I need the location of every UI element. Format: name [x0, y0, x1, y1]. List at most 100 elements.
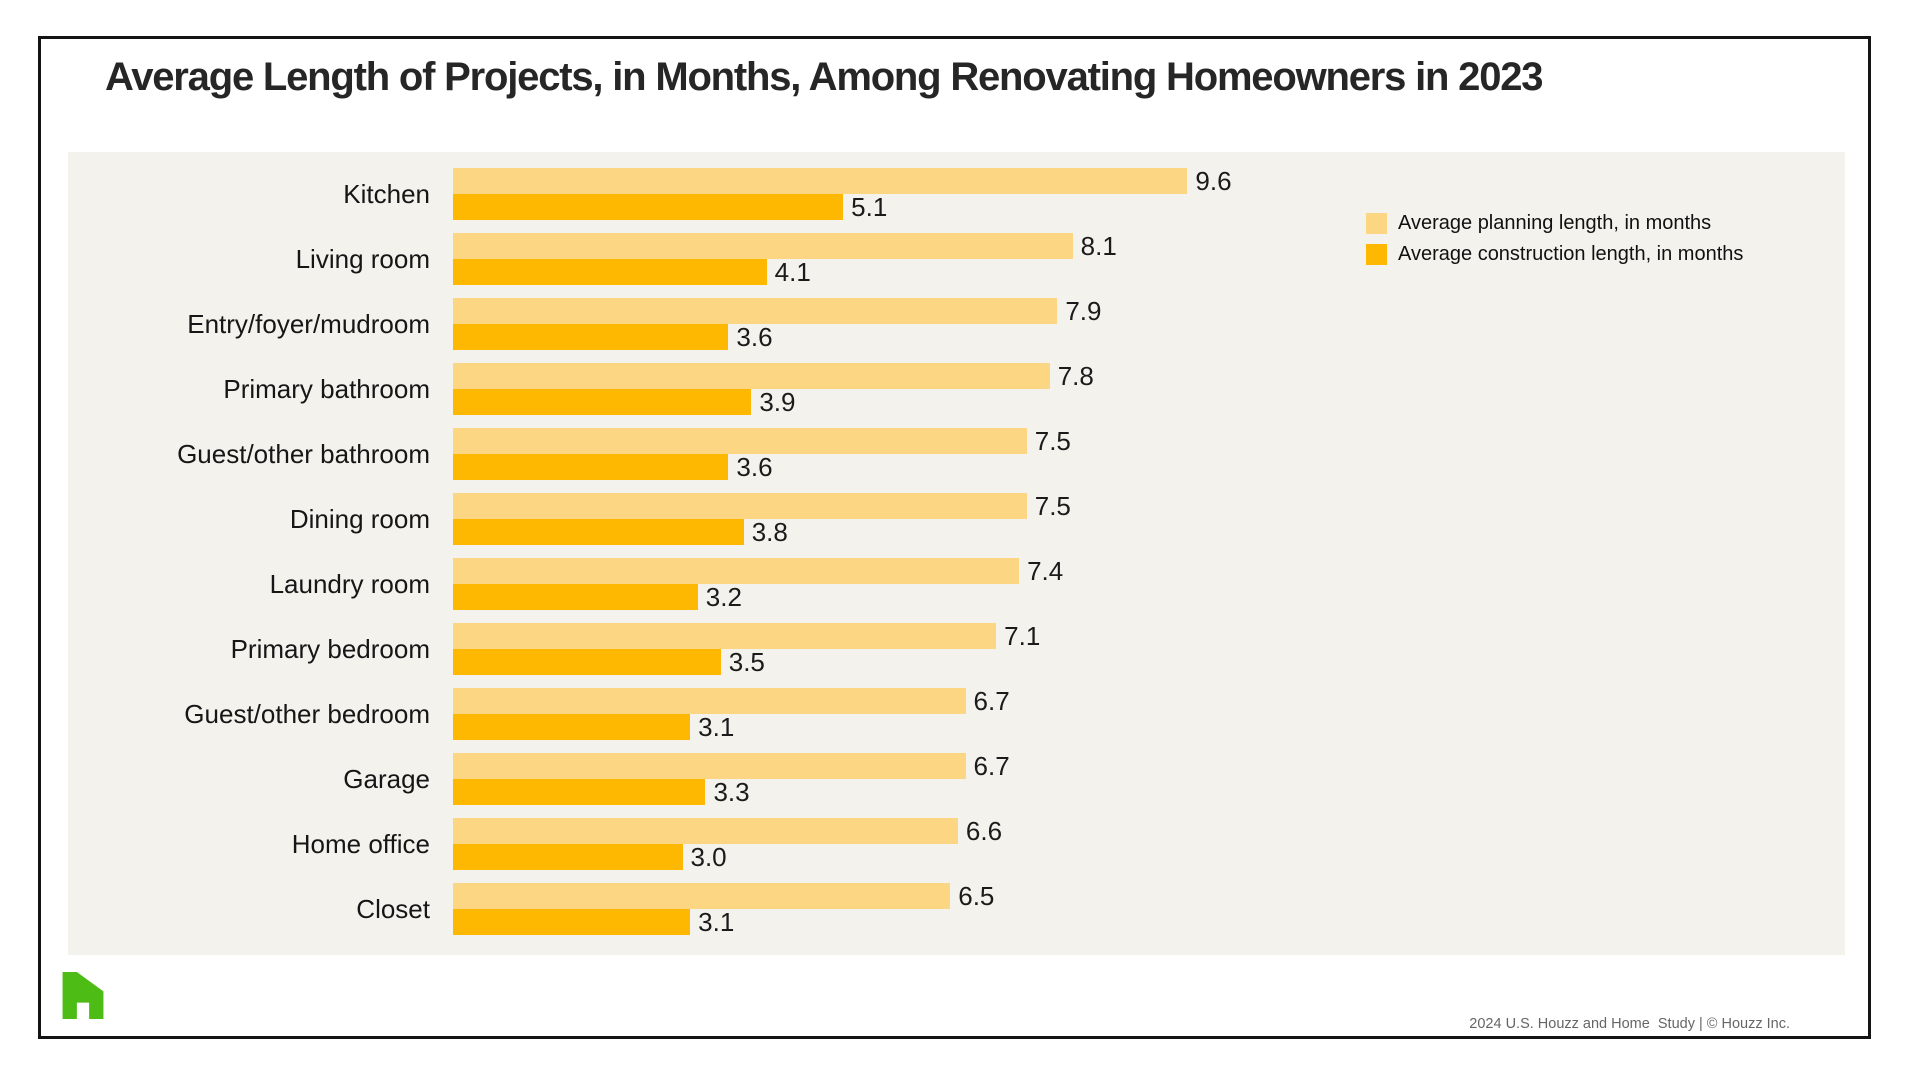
bar-line: 3.1 [453, 906, 1845, 937]
chart-row: Garage 6.7 3.3 [68, 750, 1845, 807]
construction-bar [453, 779, 706, 805]
planning-bar [453, 298, 1058, 324]
category-label: Entry/foyer/mudroom [187, 308, 430, 339]
plot-area: Kitchen 9.6 5.1 Living room 8.1 4.1 Entry/foye… [68, 152, 1845, 955]
value-label: 7.4 [1027, 555, 1064, 586]
legend-swatch-icon [1366, 244, 1387, 265]
chart-row: Kitchen 9.6 5.1 [68, 165, 1845, 222]
chart-row: Primary bathroom 7.8 3.9 [68, 360, 1845, 417]
planning-bar [453, 558, 1020, 584]
bar-line: 7.5 [453, 425, 1845, 456]
planning-bar [453, 753, 966, 779]
legend: Average planning length, in months Averag… [1366, 208, 1743, 270]
bar-group: 7.5 3.8 [453, 490, 1845, 547]
planning-bar [453, 168, 1188, 194]
planning-bar [453, 818, 958, 844]
category-label: Dining room [289, 503, 430, 534]
bar-line: 7.9 [453, 295, 1845, 326]
bar-line: 6.7 [453, 685, 1845, 716]
value-label: 3.6 [736, 321, 773, 352]
value-label: 7.9 [1065, 295, 1102, 326]
chart-row: Entry/foyer/mudroom 7.9 3.6 [68, 295, 1845, 352]
bar-line: 6.6 [453, 815, 1845, 846]
chart-row: Home office 6.6 3.0 [68, 815, 1845, 872]
value-label: 7.5 [1034, 425, 1071, 456]
chart-row: Closet 6.5 3.1 [68, 880, 1845, 937]
bar-line: 5.1 [453, 191, 1845, 222]
houzz-logo-icon [62, 972, 104, 1019]
construction-bar [453, 324, 729, 350]
bar-line: 9.6 [453, 165, 1845, 196]
bar-line: 7.5 [453, 490, 1845, 521]
value-label: 6.7 [973, 685, 1010, 716]
value-label: 3.2 [705, 581, 742, 612]
bar-group: 7.4 3.2 [453, 555, 1845, 612]
category-label: Guest/other bathroom [177, 438, 430, 469]
bar-line: 3.3 [453, 776, 1845, 807]
value-label: 3.3 [713, 776, 750, 807]
chart-row: Primary bedroom 7.1 3.5 [68, 620, 1845, 677]
bar-line: 3.6 [453, 451, 1845, 482]
houzz-logo-shape [62, 972, 104, 1019]
bar-line: 4.1 [453, 256, 1845, 287]
value-label: 6.5 [958, 880, 995, 911]
value-label: 4.1 [774, 256, 811, 287]
bar-group: 6.5 3.1 [453, 880, 1845, 937]
value-label: 9.6 [1195, 165, 1232, 196]
construction-bar [453, 454, 729, 480]
category-label: Garage [343, 763, 430, 794]
construction-bar [453, 389, 752, 415]
planning-bar [453, 493, 1027, 519]
construction-bar [453, 519, 744, 545]
bar-line: 3.9 [453, 386, 1845, 417]
source-credit: 2024 U.S. Houzz and Home Study | © Houzz… [1469, 1016, 1790, 1032]
value-label: 3.6 [736, 451, 773, 482]
bar-line: 3.8 [453, 516, 1845, 547]
bar-group: 9.6 5.1 [453, 165, 1845, 222]
bar-group: 7.1 3.5 [453, 620, 1845, 677]
bar-group: 7.8 3.9 [453, 360, 1845, 417]
planning-bar [453, 363, 1050, 389]
bar-line: 7.4 [453, 555, 1845, 586]
value-label: 3.0 [690, 841, 727, 872]
bar-group: 6.7 3.1 [453, 685, 1845, 742]
value-label: 8.1 [1080, 230, 1117, 261]
bar-line: 6.5 [453, 880, 1845, 911]
construction-bar [453, 844, 683, 870]
category-label: Home office [291, 828, 430, 859]
chart-title: Average Length of Projects, in Months, A… [105, 55, 1544, 99]
category-label: Laundry room [269, 568, 430, 599]
value-label: 3.9 [759, 386, 796, 417]
planning-bar [453, 428, 1027, 454]
chart-rows: Kitchen 9.6 5.1 Living room 8.1 4.1 Entry/foye… [68, 165, 1845, 948]
value-label: 5.1 [851, 191, 888, 222]
bar-line: 7.8 [453, 360, 1845, 391]
category-label: Kitchen [343, 178, 430, 209]
bar-line: 8.1 [453, 230, 1845, 261]
chart-card: Average Length of Projects, in Months, A… [38, 36, 1871, 1039]
construction-bar [453, 259, 767, 285]
chart-row: Guest/other bedroom 6.7 3.1 [68, 685, 1845, 742]
bar-line: 3.1 [453, 712, 1845, 742]
category-label: Primary bathroom [223, 373, 430, 404]
legend-label: Average construction length, in months [1398, 243, 1744, 265]
chart-row: Living room 8.1 4.1 [68, 230, 1845, 287]
bar-group: 8.1 4.1 [453, 230, 1845, 287]
planning-bar [453, 623, 997, 649]
bar-line: 3.0 [453, 841, 1845, 872]
value-label: 7.8 [1057, 360, 1094, 391]
bar-line: 3.2 [453, 581, 1845, 612]
bar-group: 7.9 3.6 [453, 295, 1845, 352]
construction-bar [453, 194, 844, 220]
value-label: 3.1 [698, 906, 735, 937]
value-label: 3.8 [751, 516, 788, 547]
construction-bar [453, 909, 691, 935]
category-label: Closet [356, 893, 430, 924]
bar-line: 6.7 [453, 750, 1845, 781]
value-label: 7.1 [1004, 620, 1041, 651]
value-label: 6.7 [973, 750, 1010, 781]
value-label: 6.6 [965, 815, 1003, 846]
value-label: 7.5 [1034, 490, 1071, 521]
chart-row: Laundry room 7.4 3.2 [68, 555, 1845, 612]
bar-group: 6.6 3.0 [453, 815, 1845, 872]
